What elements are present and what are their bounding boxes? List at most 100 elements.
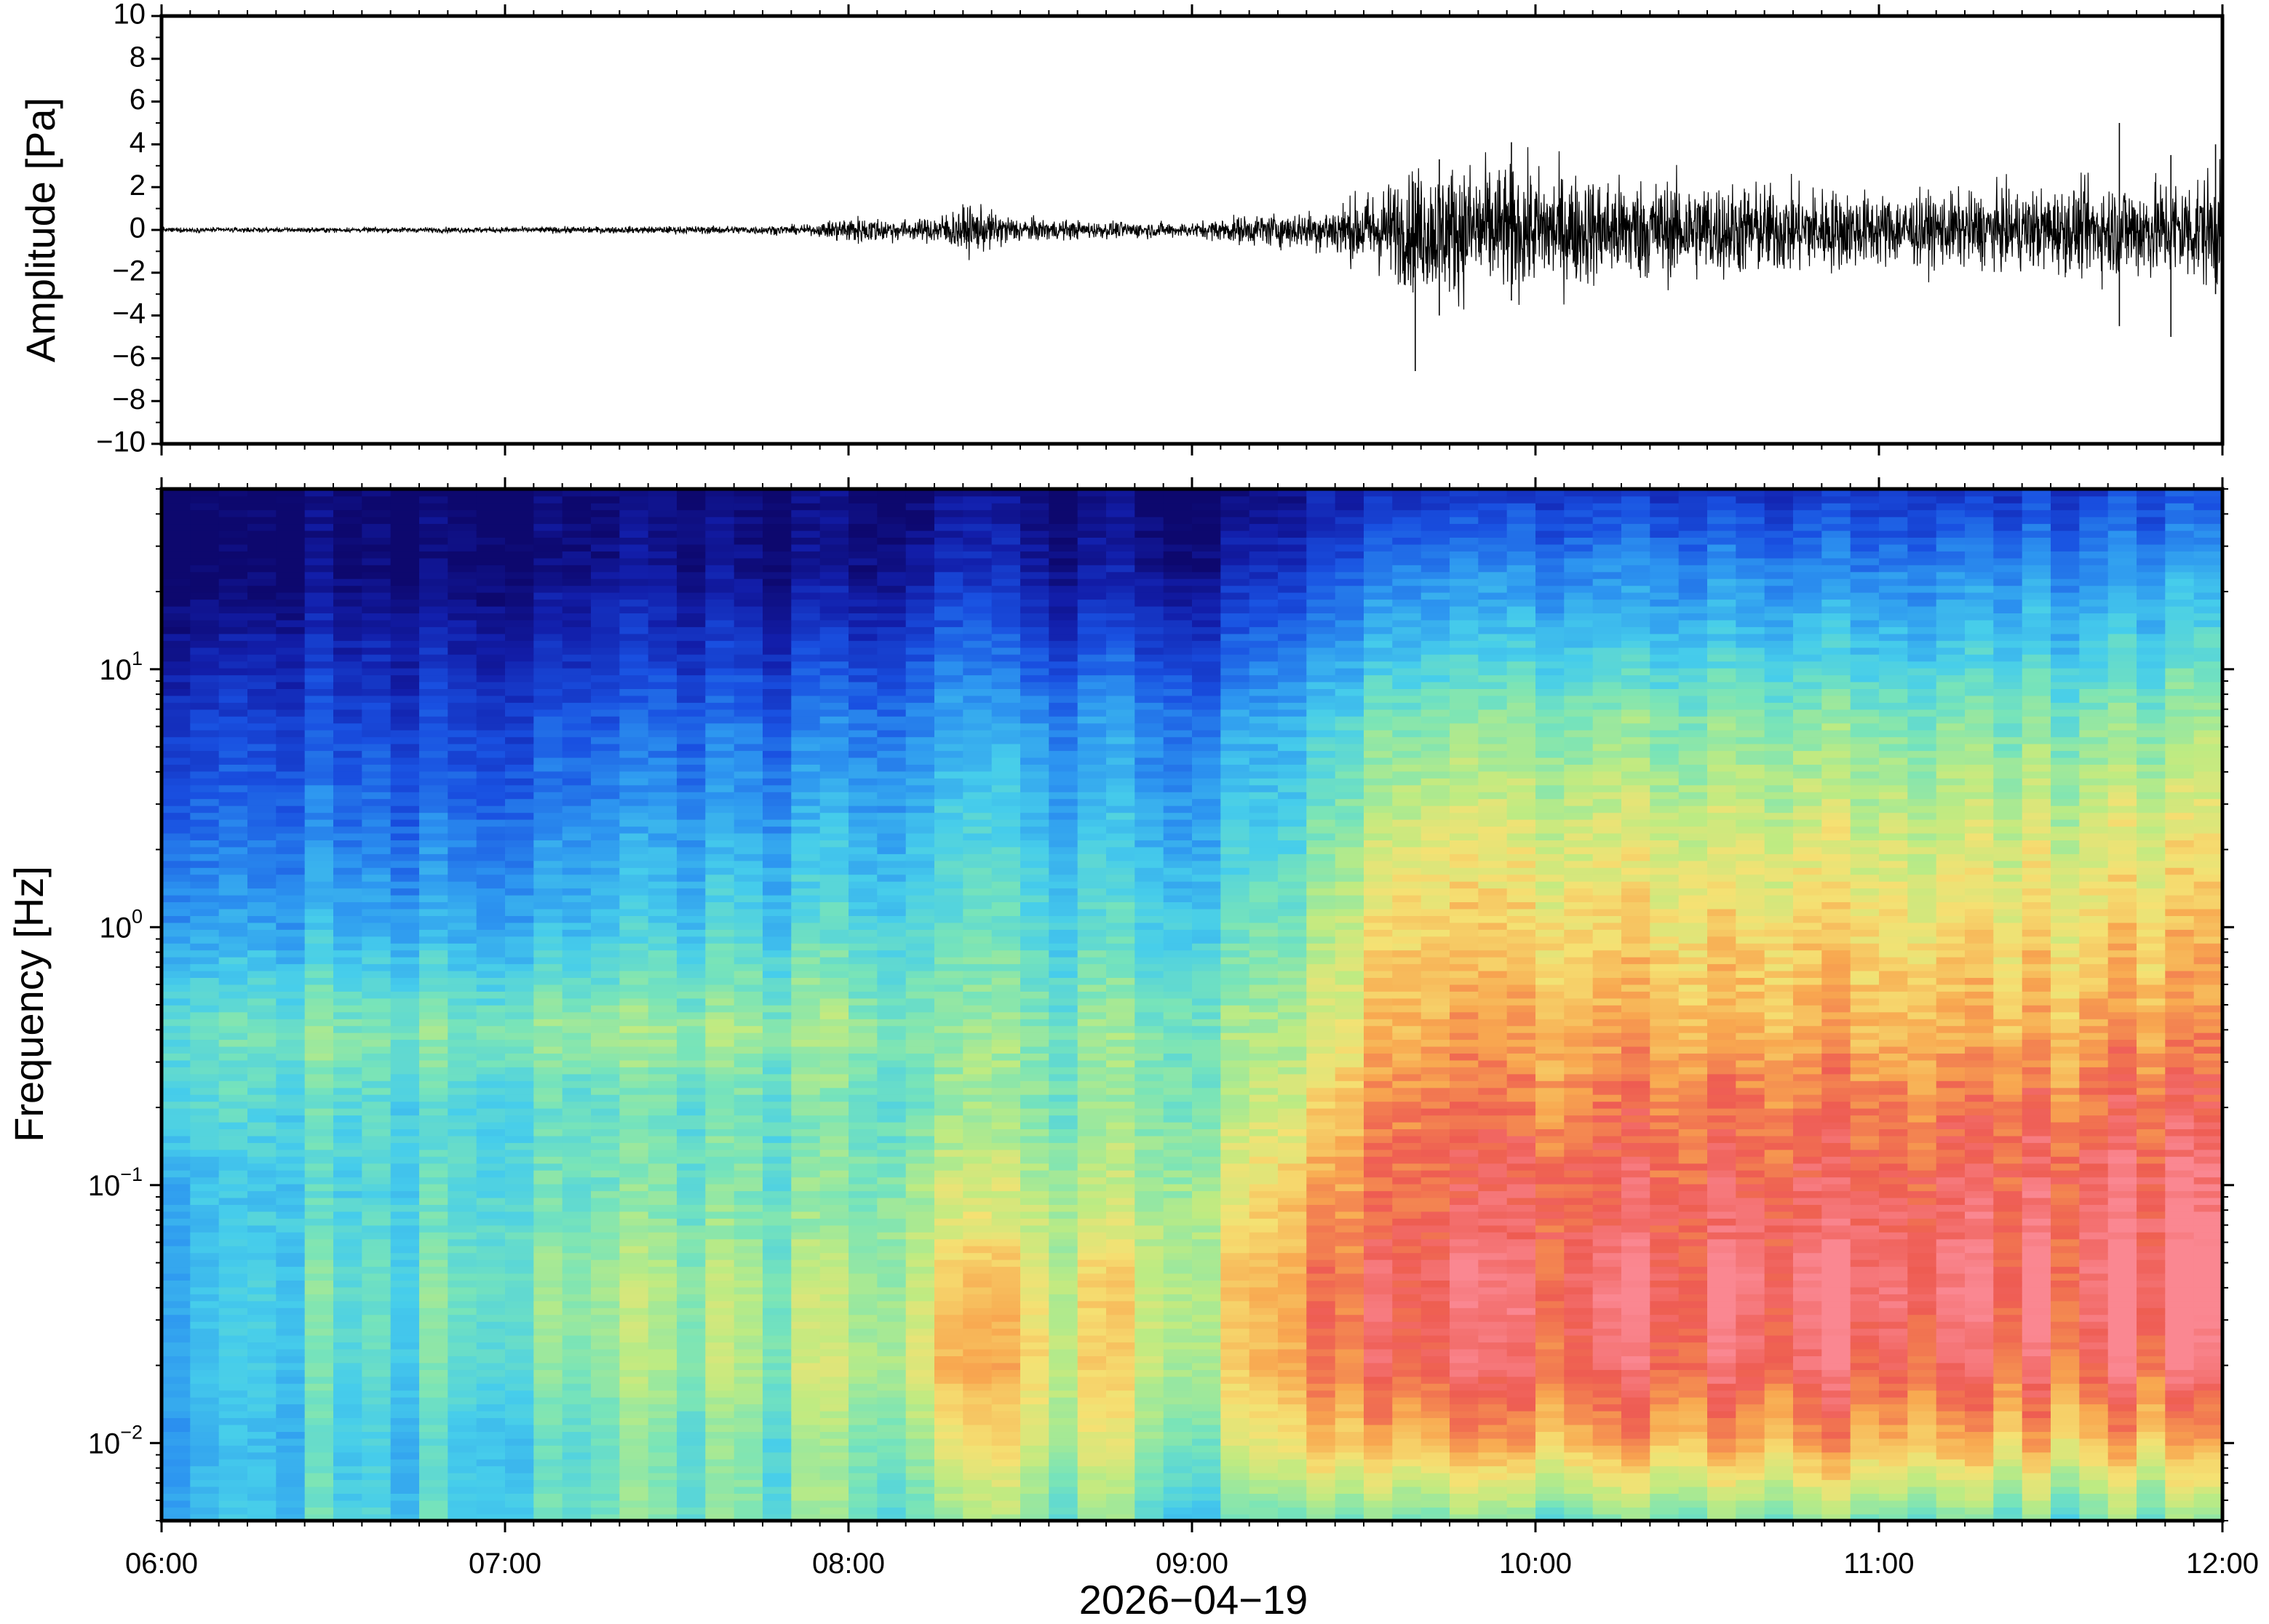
spectrogram-column xyxy=(1392,489,1422,1521)
spectrogram-column xyxy=(1420,489,1450,1521)
amplitude-tick-label: −2 xyxy=(112,255,146,287)
frequency-axis-title: Frequency [Hz] xyxy=(6,866,52,1142)
spectrogram-column xyxy=(1850,489,1880,1521)
spectrogram-column xyxy=(190,489,220,1521)
amplitude-tick-label: 0 xyxy=(130,212,146,244)
time-tick-label: 08:00 xyxy=(812,1548,885,1580)
time-tick-label: 12:00 xyxy=(2186,1548,2259,1580)
spectrogram-column xyxy=(2193,489,2222,1521)
spectrogram-column xyxy=(1220,489,1250,1521)
frequency-tick-label: 100 xyxy=(99,905,143,944)
spectrogram-column xyxy=(1621,489,1651,1521)
amplitude-tick-label: −8 xyxy=(112,383,146,415)
amplitude-tick-label: 4 xyxy=(130,127,146,159)
spectrogram-column xyxy=(362,489,392,1521)
time-x-axis: 06:00 07:00 08:00 09:00 10:00 11:00 12:00 xyxy=(125,477,2259,1580)
time-tick-label: 09:00 xyxy=(1156,1548,1228,1580)
spectrogram-column xyxy=(1736,489,1765,1521)
spectrogram-column xyxy=(562,489,592,1521)
spectrogram-column xyxy=(218,489,248,1521)
spectrogram-column xyxy=(763,489,792,1521)
spectrogram-column xyxy=(2137,489,2166,1521)
amplitude-tick-label: 8 xyxy=(130,41,146,73)
spectrogram-column xyxy=(1278,489,1308,1521)
spectrogram-column xyxy=(1564,489,1594,1521)
spectrogram-column xyxy=(819,489,849,1521)
spectrogram-column xyxy=(791,489,821,1521)
amplitude-y-axis: 10 8 6 4 2 0 −2 −4 −6 −8 −10 xyxy=(96,0,162,458)
waveform-panel: 10 8 6 4 2 0 −2 −4 −6 −8 −10 Amplitude [Pa] xyxy=(17,0,2225,458)
amplitude-axis-title: Amplitude [Pa] xyxy=(17,97,63,362)
spectrogram-column xyxy=(1936,489,1966,1521)
spectrogram-column xyxy=(390,489,420,1521)
spectrogram-column xyxy=(677,489,707,1521)
spectrogram-column xyxy=(505,489,535,1521)
spectrogram-column xyxy=(1678,489,1708,1521)
amplitude-tick-label: −10 xyxy=(96,426,146,458)
spectrogram-column xyxy=(648,489,677,1521)
spectrogram-column xyxy=(1993,489,2023,1521)
amplitude-tick-label: −6 xyxy=(112,341,146,373)
spectrogram-column xyxy=(1650,489,1680,1521)
amplitude-trace xyxy=(162,147,2222,310)
spectrogram-column xyxy=(991,489,1021,1521)
spectrogram-column xyxy=(963,489,993,1521)
spectrogram-column xyxy=(1020,489,1050,1521)
spectrogram-column xyxy=(934,489,964,1521)
date-axis-title: 2026−04−19 xyxy=(1079,1577,1308,1623)
spectrogram-column xyxy=(705,489,735,1521)
time-tick-label: 06:00 xyxy=(125,1548,198,1580)
spectrogram-column xyxy=(476,489,506,1521)
amplitude-tick-label: 6 xyxy=(130,84,146,116)
spectrogram-column xyxy=(1364,489,1394,1521)
spectrogram-column xyxy=(1077,489,1107,1521)
frequency-tick-label: 101 xyxy=(99,648,143,686)
waveform-trace xyxy=(162,123,2222,372)
spectrogram-column xyxy=(2107,489,2137,1521)
spectrogram-column xyxy=(1764,489,1794,1521)
spectrogram-column xyxy=(1106,489,1136,1521)
spectrogram-column xyxy=(849,489,878,1521)
spectrogram-column xyxy=(1450,489,1479,1521)
amplitude-tick-label: −4 xyxy=(112,298,146,330)
amplitude-tick-label: 2 xyxy=(130,170,146,202)
spectrogram-column xyxy=(1335,489,1364,1521)
spectrogram-column xyxy=(1192,489,1222,1521)
spectrogram-column xyxy=(1821,489,1851,1521)
waveform-x-ticks xyxy=(160,4,2224,455)
spectrogram-column xyxy=(1163,489,1193,1521)
spectrogram-column xyxy=(1306,489,1336,1521)
spectrogram-column xyxy=(877,489,907,1521)
spectrogram-column xyxy=(591,489,621,1521)
spectrogram-column xyxy=(448,489,477,1521)
spectrogram-column xyxy=(2051,489,2081,1521)
spectrogram-column xyxy=(1592,489,1622,1521)
spectrogram-column xyxy=(1965,489,1995,1521)
spectrogram-column xyxy=(333,489,363,1521)
spectrogram-column xyxy=(247,489,277,1521)
spectrogram-column xyxy=(619,489,649,1521)
spectrogram-column xyxy=(1478,489,1508,1521)
spectrogram-column xyxy=(533,489,563,1521)
amplitude-tick-label: 10 xyxy=(114,0,146,31)
spectrogram-heatmap xyxy=(162,489,2222,1521)
frequency-y-axis: 10−2 10−1 100 101 xyxy=(88,488,2234,1521)
spectrogram-column xyxy=(1879,489,1909,1521)
spectrogram-column xyxy=(1535,489,1565,1521)
frequency-tick-label: 10−1 xyxy=(88,1163,143,1202)
spectrogram-column xyxy=(1134,489,1164,1521)
spectrogram-column xyxy=(1907,489,1937,1521)
spectrogram-column xyxy=(2165,489,2195,1521)
spectrogram-column xyxy=(419,489,449,1521)
frequency-tick-label: 10−2 xyxy=(88,1421,143,1460)
spectrogram-column xyxy=(276,489,306,1521)
spectrogram-column xyxy=(1793,489,1823,1521)
spectrogram-column xyxy=(1249,489,1279,1521)
spectrogram-column xyxy=(162,489,191,1521)
spectrogram-column xyxy=(1049,489,1078,1521)
time-tick-label: 11:00 xyxy=(1843,1548,1914,1580)
spectrogram-column xyxy=(2022,489,2051,1521)
spectrogram-column xyxy=(2079,489,2109,1521)
spectrogram-column xyxy=(304,489,334,1521)
